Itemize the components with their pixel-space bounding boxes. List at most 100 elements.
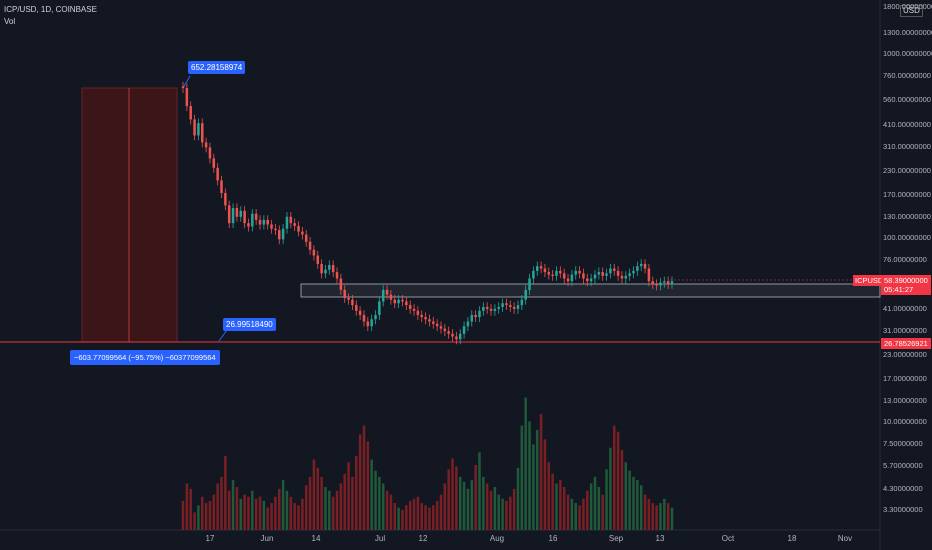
volume-bar [559,480,562,530]
time-tick-label: Jun [260,534,274,543]
volume-bar [285,490,289,530]
current-price: 58.39000000 [884,276,928,285]
candles [181,81,674,345]
candle-body [501,303,504,307]
time-tick-label: Oct [721,534,735,543]
volume-bar [220,476,223,530]
price-tick-label: 130.00000000 [883,211,931,221]
time-tick-label: 17 [205,534,215,543]
candle-body [231,208,235,224]
candle-body [227,205,231,224]
volume-bar [562,487,566,530]
volume-bar [612,425,616,530]
volume-bar [212,494,216,530]
volume-bar [258,496,262,530]
volume-bar [366,441,370,530]
current-price-tag: 58.39000000 05:41:27 [881,275,931,295]
volume-bar [439,494,443,530]
price-tick-label: 5.70000000 [883,461,923,471]
candle-body [389,294,393,300]
volume-bar [497,494,500,530]
candle-body [251,213,254,227]
volume-bar [266,507,269,530]
volume-bar [539,413,543,530]
volume-bar [208,500,212,530]
low-pointer [218,329,228,342]
volume-bar [493,487,497,530]
volume-bar [451,458,454,530]
price-tick-label: 13.00000000 [883,395,927,405]
candle-body [578,270,581,274]
volume-bar [547,462,551,530]
candle-body [343,289,346,298]
time-tick-label: 16 [548,534,558,543]
volume-bar [243,494,246,530]
candle-body [185,88,189,107]
candle-body [432,321,435,324]
candle-body [235,208,239,217]
candle-body [547,272,551,275]
candle-body [401,299,404,302]
volume-bar [532,444,535,530]
volume-bar [466,488,470,530]
price-tick-label: 100.00000000 [883,232,931,242]
volume-legend: Vol [4,17,16,26]
candle-body [451,333,454,337]
candle-body [285,216,289,229]
volume-bar [482,476,485,530]
volume-bar [578,505,581,530]
volume-bar [582,498,585,530]
volume-bar [432,505,435,530]
candle-body [620,275,624,279]
volume-bar [351,476,354,530]
volume-bar [381,483,385,530]
price-tick-label: 310.00000000 [883,142,931,152]
volume-bar [370,459,373,530]
volume-bar [520,425,524,530]
volume-bar [512,488,516,530]
volume-bar [201,496,204,530]
candle-body [485,306,489,309]
measure-result: −603.77099564 (−95.75%) −60377099564 [70,350,220,365]
volume-bar [231,480,235,530]
volume-bar [262,500,266,530]
candle-body [447,331,450,334]
candle-body [266,219,269,225]
candle-body [289,216,293,224]
volume-bar [181,500,185,530]
volume-bar [566,494,570,530]
volume-bar [605,469,608,530]
candle-body [516,305,520,309]
volume-bar [358,434,362,530]
price-tick-label: 410.00000000 [883,120,931,130]
price-tick-label: 23.00000000 [883,350,927,360]
currency-badge[interactable]: USD [900,5,923,17]
candle-body [612,268,616,271]
candle-body [262,219,266,225]
time-tick-label: 13 [655,534,665,543]
price-tick-label: 760.00000000 [883,70,931,80]
candle-body [324,269,327,274]
candle-body [636,266,639,271]
candle-body [632,270,635,274]
candle-body [331,265,335,273]
volume-bar [362,425,366,530]
volume-bar [331,496,335,530]
volume-bar [528,421,531,530]
volume-bar [378,476,381,530]
high-label: 652.28158974 [188,61,246,74]
time-tick-label: Jul [374,534,386,543]
volume-bar [620,449,624,530]
candle-body [628,273,631,276]
volume-bar [424,505,427,530]
volume-bars [181,397,674,530]
candle-body [478,310,481,318]
candle-body [524,289,527,300]
support-rectangle[interactable] [300,283,881,298]
candle-body [274,228,277,231]
candle-body [435,323,439,327]
volume-bar [428,507,431,530]
volume-bar [355,455,358,530]
volume-bar [193,512,196,530]
